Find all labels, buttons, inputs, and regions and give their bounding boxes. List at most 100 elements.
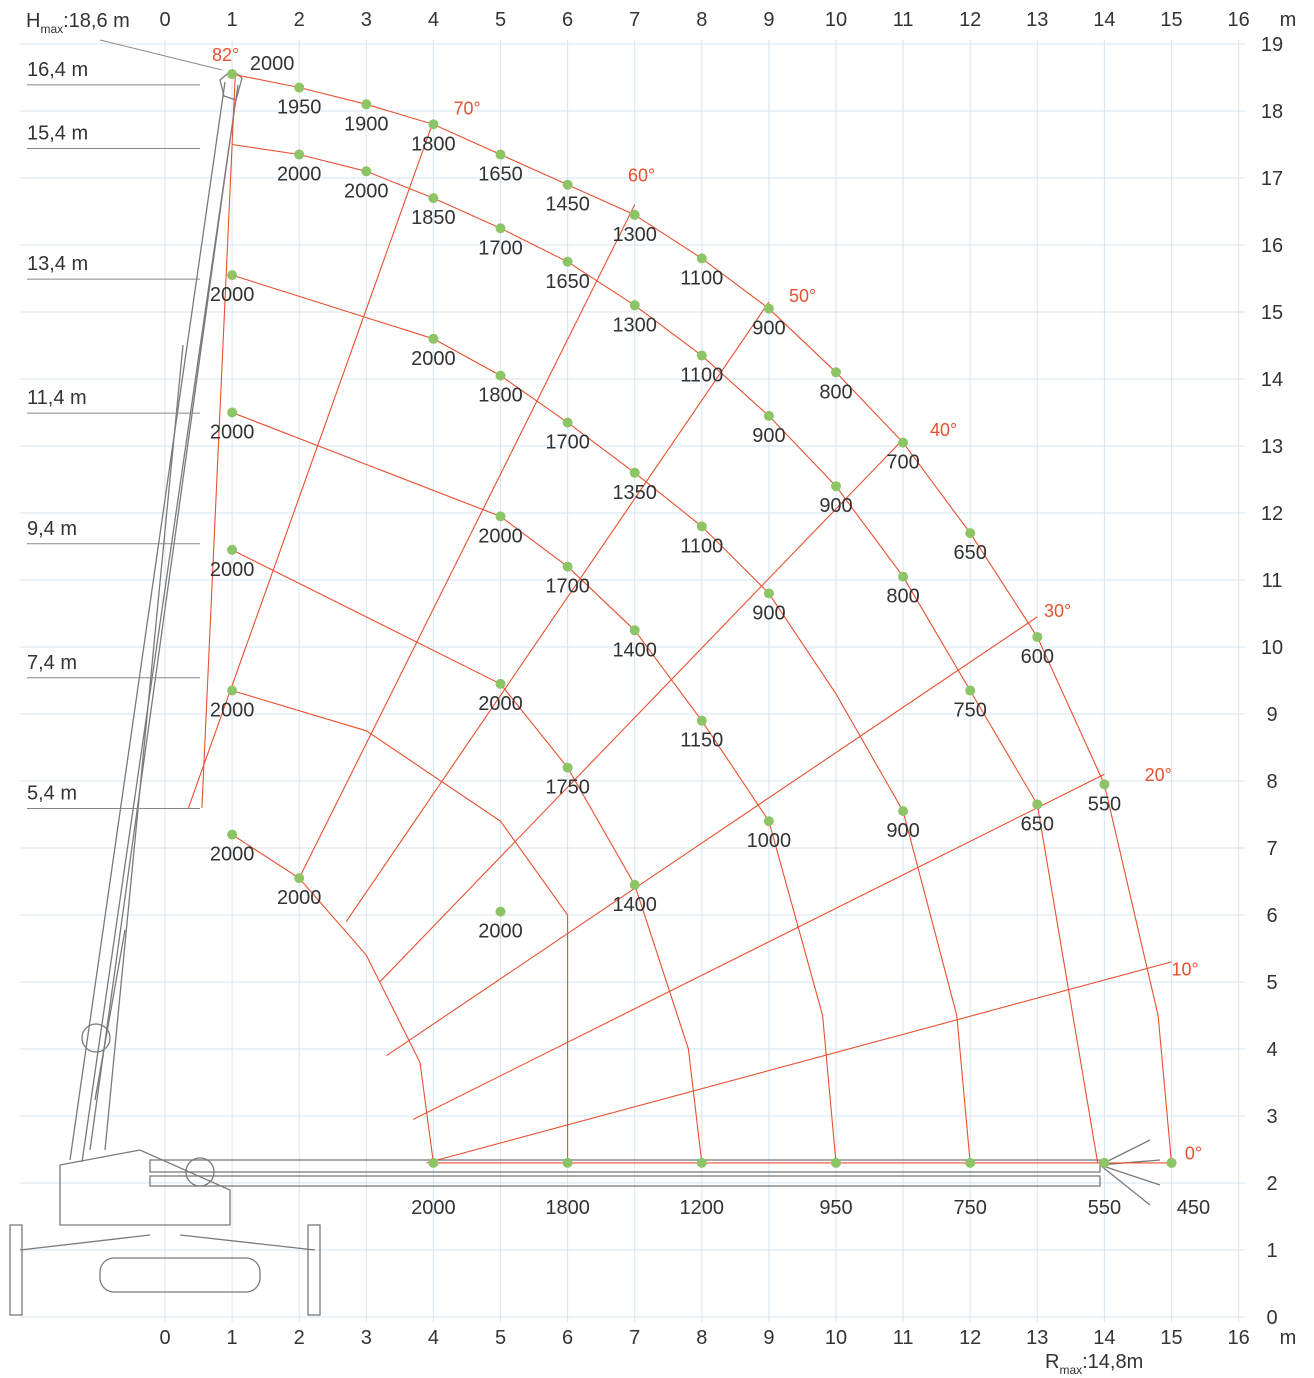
x-tick-label-bottom: 15 [1160, 1327, 1182, 1349]
y-tick-label: 10 [1261, 637, 1283, 659]
load-point-label: 900 [819, 495, 852, 517]
x-tick-label-bottom: 6 [562, 1327, 573, 1349]
load-curve [231, 274, 971, 1163]
load-point-label: 2000 [210, 284, 255, 306]
y-tick-label: 7 [1266, 838, 1277, 860]
load-point-label: 1100 [680, 365, 723, 387]
load-point [763, 588, 774, 599]
load-point [629, 300, 640, 311]
angle-ray [345, 301, 770, 923]
load-curve [232, 143, 1099, 1163]
jib-fan [1099, 1164, 1151, 1206]
load-point [763, 816, 774, 827]
x-tick-label-bottom: 8 [696, 1327, 707, 1349]
y-tick-label: 9 [1266, 704, 1277, 726]
x-tick-label-bottom: 5 [495, 1327, 506, 1349]
boom-length-label: 11,4 m [27, 387, 87, 409]
load-point [898, 806, 909, 817]
load-curve [231, 73, 1173, 1163]
y-tick-label: 15 [1261, 302, 1283, 324]
x-tick-label-top: 1 [227, 9, 238, 31]
boom-pivot [81, 1023, 111, 1053]
boom-section [89, 139, 231, 1151]
y-tick-label: 6 [1266, 905, 1277, 927]
ground-load-point [1099, 1157, 1110, 1168]
load-point-label: 650 [1021, 813, 1054, 835]
load-point-label: 800 [819, 381, 852, 403]
jib-pivot [185, 1157, 215, 1187]
labels: 0011223344556677889910101111121213131414… [26, 9, 1296, 1377]
angle-ray [386, 616, 1038, 1057]
load-point [495, 906, 506, 917]
load-curve [231, 690, 569, 1163]
load-curve [231, 834, 434, 1163]
load-point [629, 209, 640, 220]
y-tick-label: 14 [1261, 369, 1283, 391]
y-tick-label: 3 [1266, 1106, 1277, 1128]
x-tick-label-bottom: 7 [629, 1327, 640, 1349]
hmax-label: Hmax:18,6 m [26, 10, 130, 36]
load-point [696, 253, 707, 264]
load-point [696, 715, 707, 726]
load-point [294, 149, 305, 160]
load-point [763, 410, 774, 421]
load-point [898, 571, 909, 582]
load-point [227, 407, 238, 418]
y-tick-label: 18 [1261, 101, 1283, 123]
boom-length-label: 5,4 m [27, 782, 77, 804]
x-unit-label-bottom: m [1280, 1327, 1297, 1349]
load-point [696, 521, 707, 532]
load-point [294, 873, 305, 884]
load-point-label: 1800 [478, 385, 523, 407]
load-point-label: 1400 [612, 894, 657, 916]
load-point-label: 2000 [277, 164, 322, 186]
load-point-label: 900 [886, 820, 919, 842]
load-point [428, 333, 439, 344]
load-point-label: 900 [752, 425, 785, 447]
load-point [227, 69, 238, 80]
load-point [1166, 1157, 1177, 1168]
y-tick-label: 12 [1261, 503, 1283, 525]
load-point [562, 417, 573, 428]
y-tick-label: 16 [1261, 235, 1283, 257]
angle-label: 10° [1172, 959, 1199, 979]
load-point-label: 650 [954, 542, 987, 564]
load-point [629, 625, 640, 636]
ground-load-point [562, 1157, 573, 1168]
crane-drawing [9, 69, 1161, 1316]
y-tick-label: 2 [1266, 1173, 1277, 1195]
jib-horizontal [149, 1159, 1101, 1173]
ground-capacity-label: 550 [1088, 1197, 1121, 1219]
load-point [1099, 779, 1110, 790]
angle-label: 82° [212, 45, 239, 65]
x-tick-label-top: 16 [1227, 9, 1249, 31]
load-curves [187, 70, 1173, 1164]
y-tick-label: 5 [1266, 972, 1277, 994]
angle-label: 50° [789, 286, 816, 306]
outrigger-foot-left [9, 1224, 23, 1316]
boom-length-label: 16,4 m [27, 59, 88, 81]
x-tick-label-bottom: 0 [159, 1327, 170, 1349]
load-point-label: 2000 [277, 887, 322, 909]
load-point [495, 678, 506, 689]
load-point [1032, 631, 1043, 642]
load-point [562, 561, 573, 572]
angle-label: 60° [628, 165, 655, 185]
outrigger-right [179, 1234, 316, 1251]
load-point-label: 2000 [210, 700, 255, 722]
y-tick-label: 4 [1266, 1039, 1277, 1061]
load-curve [231, 549, 703, 1163]
y-tick-label: 11 [1262, 570, 1283, 592]
load-point [831, 367, 841, 378]
load-point-label: 1850 [411, 207, 456, 229]
grid [20, 40, 1245, 1322]
load-point [898, 437, 909, 448]
x-tick-label-bottom: 16 [1227, 1327, 1249, 1349]
load-point [629, 879, 640, 890]
load-point [361, 166, 372, 177]
x-tick-label-bottom: 1 [227, 1327, 238, 1349]
x-tick-label-top: 14 [1093, 9, 1115, 31]
load-point [227, 829, 238, 840]
angle-label: 40° [930, 420, 957, 440]
